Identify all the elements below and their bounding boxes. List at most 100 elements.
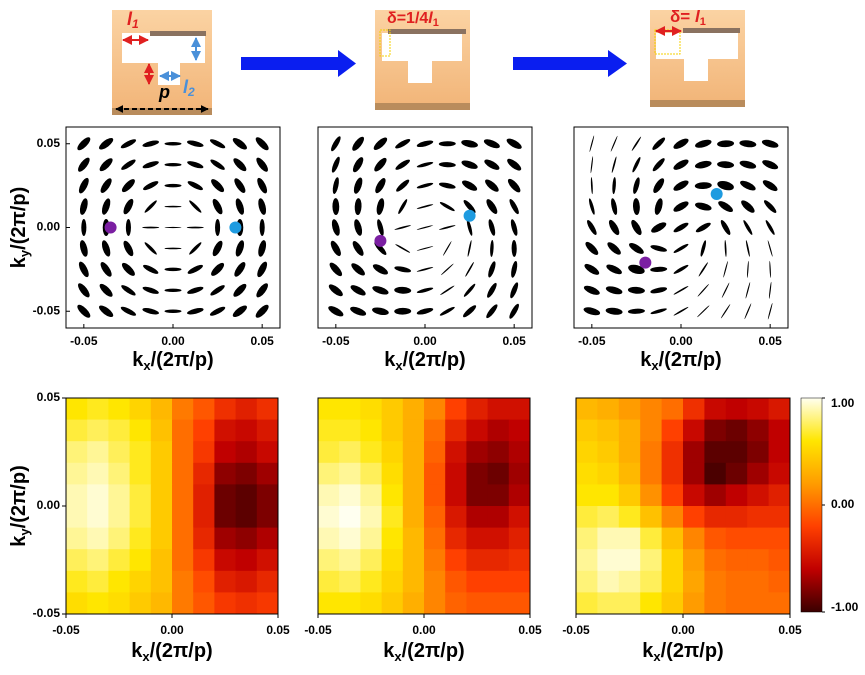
- polarization-ellipse: [79, 198, 88, 215]
- axis-label-part: /(2π/p): [8, 187, 30, 250]
- heatmap-cell: [508, 527, 531, 550]
- polarization-ellipse: [739, 160, 757, 169]
- label-part: l: [183, 77, 189, 97]
- heatmap-cell: [66, 441, 88, 464]
- heatmap-cell: [66, 419, 88, 442]
- heatmap-cell: [108, 570, 131, 593]
- heatmap-cell: [597, 441, 620, 464]
- axis-label-part: /(2π/p): [150, 640, 213, 662]
- heatmap-cell: [768, 527, 791, 550]
- x-tick-label: 0.05: [502, 334, 526, 348]
- heatmap-cell: [661, 506, 684, 529]
- polarization-ellipse: [394, 286, 412, 294]
- heatmap-cell: [576, 570, 598, 593]
- heatmap-cell: [235, 462, 258, 485]
- polarization-ellipse: [694, 182, 712, 190]
- axis-label-sub: x: [394, 649, 402, 664]
- polarization-ellipse: [762, 180, 778, 192]
- polarization-ellipse: [461, 160, 478, 169]
- axis-label: kx/(2π/p): [640, 349, 721, 373]
- heatmap-cell: [150, 592, 173, 615]
- axis-label: kx/(2π/p): [132, 349, 213, 373]
- heatmap-cell: [108, 506, 131, 529]
- heatmap-cell: [445, 484, 467, 507]
- heatmap-cell: [508, 462, 531, 485]
- heatmap-cell: [381, 592, 404, 615]
- heatmap-cell: [725, 506, 748, 529]
- polarization-ellipse: [142, 308, 159, 315]
- heatmap-cell: [683, 549, 705, 572]
- heatmap-cell: [487, 441, 510, 464]
- polarization-ellipse: [438, 141, 456, 147]
- axis-label: kx/(2π/p): [384, 349, 465, 373]
- polarization-map: -0.05 0.00 0.05: [317, 126, 533, 348]
- heatmap-cell: [424, 484, 446, 507]
- polarization-ellipse: [235, 240, 245, 257]
- heatmap-cell: [640, 398, 663, 421]
- polarization-ellipse: [673, 243, 689, 253]
- heatmap-cell: [768, 484, 791, 507]
- polarization-ellipse: [440, 285, 455, 295]
- polarization-ellipse: [606, 264, 622, 275]
- heatmap-cell: [360, 462, 383, 485]
- heatmap-cell: [360, 484, 383, 507]
- polarization-ellipse: [373, 137, 388, 150]
- heatmap-cell: [704, 570, 727, 593]
- polarization-ellipse: [255, 304, 269, 318]
- heatmap-cell: [129, 527, 152, 550]
- y-tick-label: 0.05: [37, 136, 61, 150]
- heatmap-cell: [725, 462, 748, 485]
- c-point: [104, 221, 117, 234]
- polarization-ellipse: [673, 306, 689, 316]
- heatmap-cell: [683, 398, 705, 421]
- heatmap-cell: [235, 570, 258, 593]
- polarization-ellipse: [627, 286, 645, 294]
- polarization-ellipse: [694, 160, 712, 169]
- axis-label-sub: x: [142, 649, 150, 664]
- label-part: δ=1/4: [387, 10, 428, 27]
- heatmap-cell: [576, 592, 598, 615]
- polarization-ellipse: [257, 177, 268, 194]
- heatmap-cell: [466, 592, 489, 615]
- polarization-ellipse: [189, 242, 202, 255]
- heatmap-cell: [704, 549, 727, 572]
- label-sub: 1: [433, 17, 439, 29]
- heatmap-cell: [508, 398, 531, 421]
- heatmap-cell: [360, 506, 383, 529]
- axis-label-sub: x: [143, 358, 151, 373]
- heatmap-cell: [576, 549, 598, 572]
- heatmap-cell: [339, 549, 361, 572]
- label-sub: 1: [132, 17, 139, 31]
- heatmap-cell: [618, 549, 641, 572]
- polarization-ellipse: [212, 198, 223, 215]
- polarization-ellipse: [650, 308, 667, 315]
- polarization-ellipse: [121, 179, 135, 193]
- heatmap-cell: [576, 419, 598, 442]
- heatmap-cell: [445, 592, 467, 615]
- x-tick-label: -0.05: [562, 623, 590, 637]
- heatmap-cell: [661, 527, 684, 550]
- heatmap-cell: [487, 592, 510, 615]
- heatmap-cell: [508, 570, 531, 593]
- polarization-ellipse: [745, 282, 751, 299]
- heatmap-cell: [747, 506, 770, 529]
- heatmap-cell: [661, 398, 684, 421]
- polarization-ellipse: [510, 219, 518, 236]
- polarization-ellipse: [332, 198, 340, 216]
- heatmap-cell: [256, 484, 279, 507]
- heatmap-cell: [235, 398, 258, 421]
- polarization-ellipse: [438, 182, 456, 189]
- polarization-ellipse: [258, 198, 267, 215]
- polarization-ellipse: [142, 140, 159, 147]
- heatmap-cell: [360, 419, 383, 442]
- heatmap-cell: [150, 398, 173, 421]
- heatmap-cell: [66, 506, 88, 529]
- heatmap-cell: [172, 484, 194, 507]
- heatmap-cell: [129, 419, 152, 442]
- heatmap-cell: [339, 398, 361, 421]
- polarization-ellipse: [485, 179, 499, 192]
- heatmap: -0.05 0.00 0.05: [304, 397, 542, 637]
- heatmap-cell: [66, 484, 88, 507]
- heatmap-cell: [256, 419, 279, 442]
